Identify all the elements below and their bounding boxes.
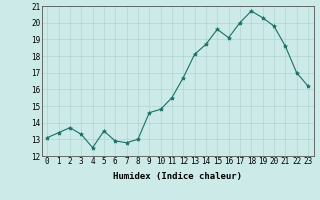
- X-axis label: Humidex (Indice chaleur): Humidex (Indice chaleur): [113, 172, 242, 181]
